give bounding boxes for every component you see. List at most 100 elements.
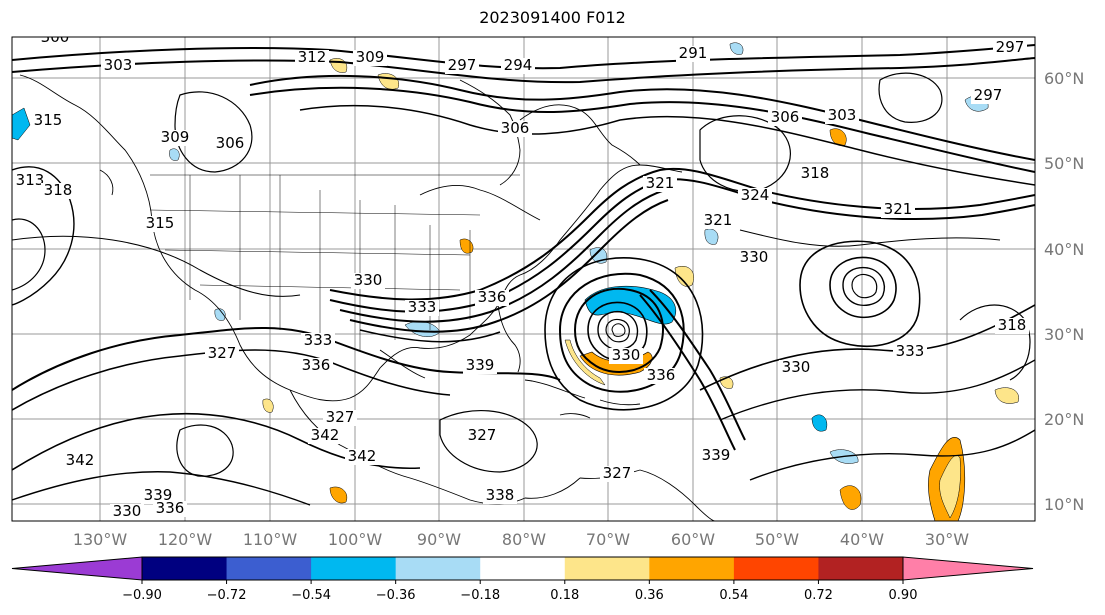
contour-label-bg [63, 453, 97, 469]
contour-label: 318 [44, 181, 73, 199]
contour-label-bg [609, 348, 643, 364]
contour-label: 321 [646, 174, 675, 192]
contour-label-bg [295, 50, 329, 66]
contour-label-bg [299, 358, 333, 374]
contour-label: 294 [504, 56, 533, 74]
contour-label-bg [345, 449, 379, 465]
longitude-label: 30°W [925, 530, 969, 549]
colorbar-segment [226, 557, 312, 580]
colorbar-tick-label: 0.54 [719, 588, 748, 603]
colorbar-segment [480, 557, 566, 580]
contour-label: 324 [741, 186, 770, 204]
contour-label: 330 [740, 248, 769, 266]
latitude-label: 60°N [1044, 69, 1084, 88]
contour-label-bg [110, 504, 144, 520]
contour-line [573, 287, 664, 373]
contour-label: 291 [679, 44, 708, 62]
contour-label-bg [881, 202, 915, 218]
contour-line [299, 104, 1035, 186]
contour-line [12, 471, 311, 506]
contour-label-bg [738, 188, 772, 204]
colorbar-segment [733, 557, 819, 580]
contour-label: 306 [501, 119, 530, 137]
latitude-label: 30°N [1044, 325, 1084, 344]
contour-line [174, 91, 253, 173]
colorbar-tick-label: −0.54 [291, 588, 331, 603]
contour-label-bg [768, 110, 802, 126]
contour-label-bg [971, 88, 1005, 104]
contour-line [649, 289, 746, 441]
contour-line [597, 310, 639, 351]
contour-label: 342 [66, 451, 95, 469]
colorbar-segment [395, 557, 481, 580]
contour-label-bg [676, 46, 710, 62]
latitude-label: 10°N [1044, 495, 1084, 514]
longitude-label: 120°W [158, 530, 213, 549]
contour-label-bg [699, 448, 733, 464]
colorbar-segment [142, 557, 228, 580]
contour-label: 306 [216, 134, 245, 152]
contour-line [339, 189, 666, 323]
contour-label-bg [701, 213, 735, 229]
contour-label-bg [483, 488, 517, 504]
colorbar-tick-label: 0.90 [889, 588, 918, 603]
contour-label-bg [475, 290, 509, 306]
contour-label-bg [993, 40, 1027, 56]
contour-label-bg [308, 428, 342, 444]
contour-label-bg [644, 368, 678, 384]
contour-label: 336 [647, 366, 676, 384]
contour-label-bg [463, 358, 497, 374]
contour-line [719, 359, 1035, 421]
contour-label: 342 [311, 426, 340, 444]
longitude-label: 80°W [502, 530, 546, 549]
longitude-label: 110°W [243, 530, 298, 549]
contour-line [851, 273, 878, 299]
contour-label: 327 [468, 426, 497, 444]
contour-label: 336 [302, 356, 331, 374]
contour-label: 330 [612, 346, 641, 364]
longitude-labels: 130°W 120°W 110°W 100°W 90°W 80°W 70°W 60°W 50°W… [73, 530, 969, 549]
longitude-label: 100°W [328, 530, 383, 549]
contour-label: 312 [298, 48, 327, 66]
map-plot-area: 300 303 312 309 297 294 291 297 297 315 306 309 306 3… [12, 28, 1035, 521]
longitude-label: 70°W [586, 530, 630, 549]
contour-line [12, 235, 301, 297]
contour-label: 297 [996, 38, 1025, 56]
colorbar-tick-label: −0.90 [122, 588, 162, 603]
contour-line [799, 240, 921, 348]
state-borders [149, 174, 520, 350]
contour-label: 333 [304, 331, 333, 349]
contour-label: 321 [884, 200, 913, 218]
latitude-label: 40°N [1044, 240, 1084, 259]
map-title: 2023091400 F012 [479, 8, 626, 27]
contour-lines [12, 44, 1035, 506]
contour-label-bg [498, 121, 532, 137]
contour-label: 303 [104, 56, 133, 74]
colorbar-tick-label: −0.36 [376, 588, 416, 603]
contour-label-bg [31, 113, 65, 129]
colorbar-extend-low [11, 556, 143, 581]
contour-line [587, 301, 648, 361]
contour-line [699, 304, 1035, 391]
contour-label-bg [141, 488, 175, 504]
contour-label-bg [101, 58, 135, 74]
contour-line [611, 323, 626, 337]
contour-line [12, 44, 1035, 70]
contour-label-bg [213, 136, 247, 152]
contour-line [12, 349, 451, 411]
contour-label: 339 [702, 446, 731, 464]
contour-label-bg [445, 58, 479, 74]
contour-label: 327 [603, 464, 632, 482]
colorbar-tick-label: 0.72 [804, 588, 833, 603]
colorbar-segment [564, 557, 650, 580]
contour-label: 330 [782, 358, 811, 376]
contour-labels: 300 303 312 309 297 294 291 297 297 315 306 309 306 3… [13, 28, 1029, 520]
contour-line [12, 57, 1035, 84]
contour-label: 321 [704, 211, 733, 229]
colorbar-frame [141, 556, 904, 581]
map-frame [11, 36, 1036, 522]
contour-label: 336 [478, 288, 507, 306]
contour-label: 300 [41, 28, 70, 46]
contour-label-bg [353, 50, 387, 66]
